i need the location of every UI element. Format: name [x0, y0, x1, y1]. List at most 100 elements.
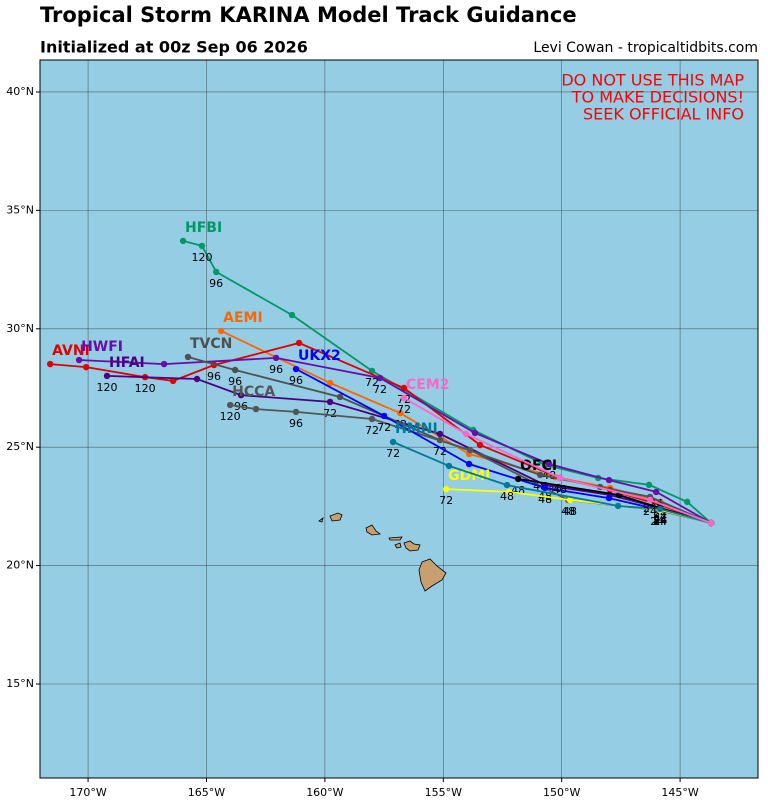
- track-point: [683, 498, 691, 506]
- track-point: [103, 372, 111, 380]
- track-point: [272, 354, 280, 362]
- track-point: [169, 377, 177, 385]
- forecast-hour-label: 72: [433, 445, 447, 458]
- track-point: [226, 401, 234, 409]
- model-label: TVCN: [190, 336, 232, 352]
- track-point: [476, 441, 484, 449]
- track-point: [462, 430, 470, 438]
- track-point: [326, 398, 334, 406]
- track-point: [514, 475, 522, 483]
- subtitle: Initialized at 00z Sep 06 2026: [40, 38, 308, 57]
- warning-line: SEEK OFFICIAL INFO: [583, 105, 744, 124]
- track-point: [536, 471, 544, 479]
- track-point: [505, 488, 513, 496]
- forecast-hour-label: 96: [289, 417, 303, 430]
- model-label: OFCI: [520, 458, 557, 474]
- warning-line: TO MAKE DECISIONS!: [571, 88, 744, 107]
- track-point: [465, 460, 473, 468]
- track-point: [237, 391, 245, 399]
- track-point: [400, 394, 408, 402]
- forecast-hour-label: 72: [397, 403, 411, 416]
- track-point: [400, 384, 408, 392]
- forecast-hour-label: 24: [653, 513, 667, 526]
- x-tick-label: 150°W: [543, 786, 580, 799]
- forecast-hour-label: 120: [191, 251, 212, 264]
- warning-line: DO NOT USE THIS MAP: [561, 71, 744, 90]
- forecast-hour-label: 24: [653, 513, 667, 526]
- y-tick-label: 40°N: [6, 85, 34, 98]
- forecast-hour-label: 48: [553, 483, 567, 496]
- track-point: [292, 408, 300, 416]
- track-point: [471, 429, 479, 437]
- track-point: [217, 327, 225, 335]
- island: [418, 558, 447, 592]
- track-point: [368, 367, 376, 375]
- track-point: [198, 242, 206, 250]
- track-point: [445, 462, 453, 470]
- forecast-hour-label: 96: [228, 375, 242, 388]
- forecast-hour-label: 72: [386, 447, 400, 460]
- forecast-hour-label: 72: [439, 494, 453, 507]
- track-point: [336, 393, 344, 401]
- x-tick-label: 165°W: [188, 786, 225, 799]
- track-point: [656, 505, 664, 513]
- track-point: [292, 365, 300, 373]
- track-point: [380, 412, 388, 420]
- track-point: [707, 519, 715, 527]
- island: [329, 512, 343, 522]
- model-label: AVNI: [52, 343, 90, 359]
- track-point: [652, 488, 660, 496]
- track-point: [503, 481, 511, 489]
- track-point: [252, 405, 260, 413]
- forecast-hour-label: 48: [563, 505, 577, 518]
- track-point: [82, 363, 90, 371]
- forecast-hour-label: 96: [269, 363, 283, 376]
- forecast-hour-label: 24: [653, 510, 667, 523]
- model-label: HFAI: [109, 355, 145, 371]
- track-point: [288, 311, 296, 319]
- hawaii-islands: [318, 512, 447, 592]
- track-point: [466, 446, 474, 454]
- forecast-hour-label: 72: [365, 424, 379, 437]
- forecast-hour-label: 48: [538, 493, 552, 506]
- track-point: [396, 409, 404, 417]
- forecast-hour-label: 48: [561, 505, 575, 518]
- track-point: [75, 356, 83, 364]
- track-line: [392, 441, 712, 524]
- track-point: [605, 494, 613, 502]
- track-point: [193, 375, 201, 383]
- track-point: [645, 481, 653, 489]
- model-label: HFBI: [185, 220, 222, 236]
- track-point: [179, 237, 187, 245]
- island: [403, 540, 421, 552]
- y-tick-label: 15°N: [6, 677, 34, 690]
- forecast-hour-label: 72: [365, 376, 379, 389]
- track-point: [566, 496, 574, 504]
- island: [318, 517, 324, 523]
- track-point: [605, 476, 613, 484]
- track-point: [326, 379, 334, 387]
- title: Tropical Storm KARINA Model Track Guidan…: [40, 3, 577, 27]
- forecast-hour-label: 24: [650, 515, 664, 528]
- island: [394, 542, 402, 549]
- track-point: [545, 460, 553, 468]
- model-label: HWFI: [81, 339, 123, 355]
- track-point: [295, 339, 303, 347]
- track-point: [212, 268, 220, 276]
- y-tick-label: 20°N: [6, 559, 34, 572]
- track-point: [160, 360, 168, 368]
- x-tick-label: 145°W: [661, 786, 698, 799]
- track-point: [376, 374, 384, 382]
- x-tick-label: 160°W: [306, 786, 343, 799]
- forecast-hour-label: 24: [653, 515, 667, 528]
- track-point: [46, 360, 54, 368]
- plot-frame: [39, 59, 759, 779]
- track-point: [541, 484, 549, 492]
- forecast-hour-label: 24: [653, 514, 667, 527]
- forecast-hour-label: 24: [653, 515, 667, 528]
- model-label: HCCA: [232, 384, 275, 400]
- x-tick-label: 155°W: [425, 786, 462, 799]
- forecast-hour-label: 120: [97, 381, 118, 394]
